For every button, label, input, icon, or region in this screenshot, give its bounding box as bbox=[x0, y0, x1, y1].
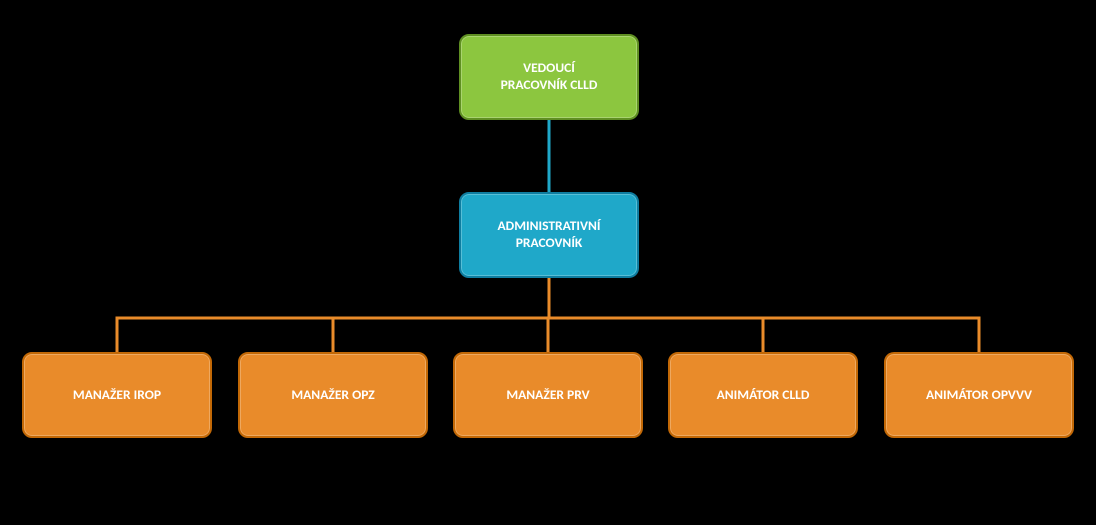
node-label: MANAŽER PRV bbox=[506, 387, 589, 404]
node-label: VEDOUCÍ PRACOVNÍK CLLD bbox=[501, 60, 598, 94]
node-label: ADMINISTRATIVNÍ PRACOVNÍK bbox=[498, 218, 601, 252]
node-m4: ANIMÁTOR CLLD bbox=[668, 352, 858, 438]
node-label: ANIMÁTOR OPVVV bbox=[926, 387, 1032, 404]
node-label: MANAŽER OPZ bbox=[291, 387, 374, 404]
org-chart: VEDOUCÍ PRACOVNÍK CLLD ADMINISTRATIVNÍ PR… bbox=[0, 0, 1096, 525]
node-label: MANAŽER IROP bbox=[73, 387, 161, 404]
node-m3: MANAŽER PRV bbox=[453, 352, 643, 438]
node-m1: MANAŽER IROP bbox=[22, 352, 212, 438]
node-root: VEDOUCÍ PRACOVNÍK CLLD bbox=[459, 34, 639, 120]
node-label: ANIMÁTOR CLLD bbox=[717, 387, 810, 404]
node-admin: ADMINISTRATIVNÍ PRACOVNÍK bbox=[459, 192, 639, 278]
node-m2: MANAŽER OPZ bbox=[238, 352, 428, 438]
node-m5: ANIMÁTOR OPVVV bbox=[884, 352, 1074, 438]
